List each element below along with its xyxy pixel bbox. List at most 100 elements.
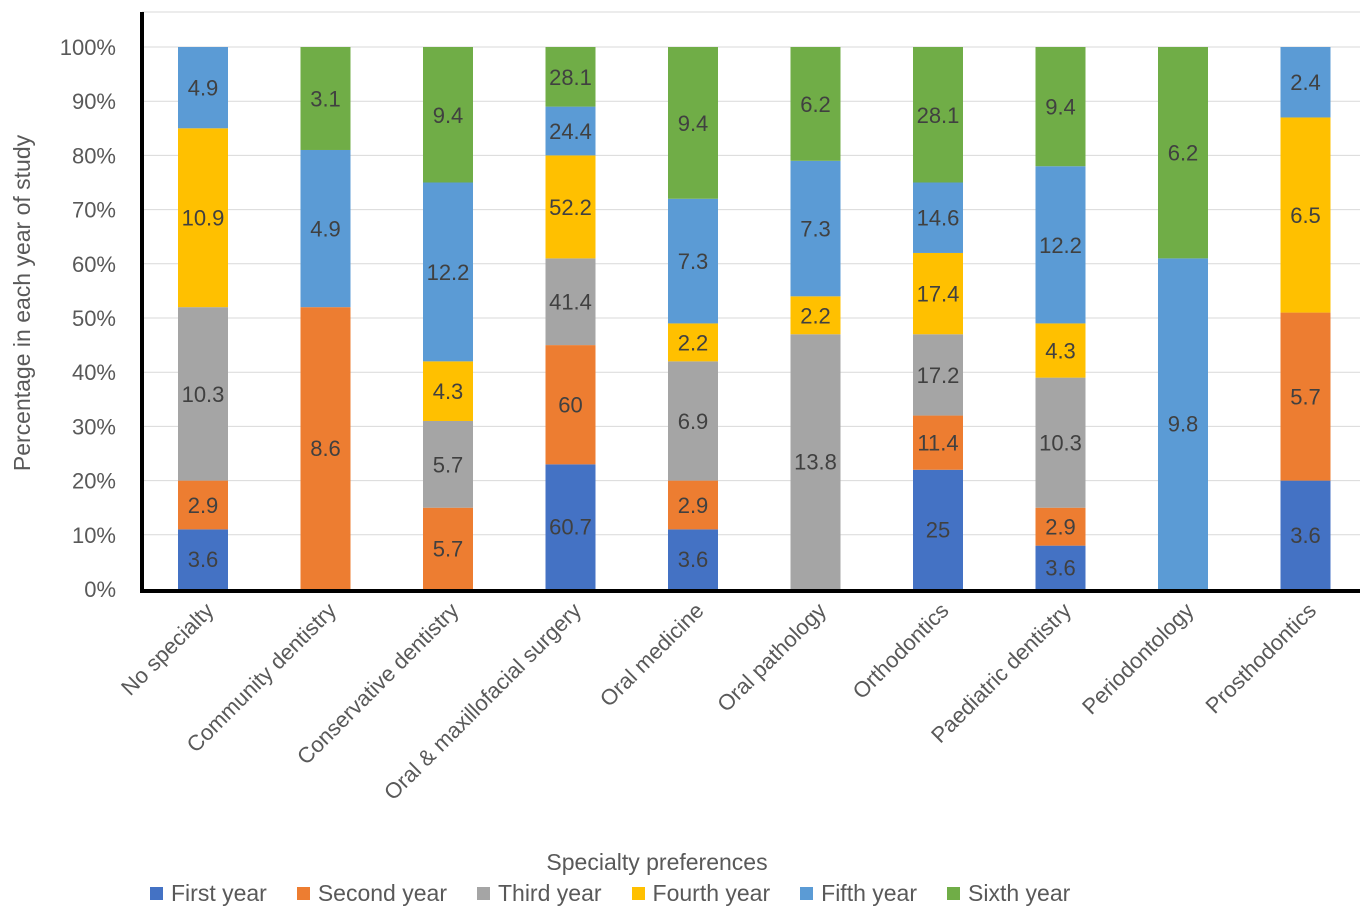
- legend-label: Third year: [497, 880, 602, 906]
- data-label: 6.5: [1290, 203, 1321, 228]
- data-label: 3.6: [1045, 555, 1076, 580]
- legend-label: Fourth year: [652, 880, 771, 906]
- legend-label: Fifth year: [821, 880, 918, 906]
- data-label: 14.6: [917, 206, 960, 231]
- bar-segment: [913, 334, 963, 416]
- data-label: 13.8: [794, 450, 837, 475]
- bar-segment: [545, 345, 596, 465]
- bar-segment: [1280, 117, 1331, 313]
- bar-segment: [178, 128, 228, 308]
- data-label: 2.9: [678, 493, 709, 518]
- data-label: 4.9: [310, 217, 341, 242]
- legend-swatch: [800, 887, 814, 900]
- bar-segment: [1280, 47, 1331, 118]
- data-label: 12.2: [1039, 233, 1082, 258]
- legend-item: Second year: [296, 880, 447, 907]
- data-label: 7.3: [800, 217, 831, 242]
- bar-segment: [668, 480, 718, 530]
- legend-label: Sixth year: [968, 880, 1071, 906]
- data-label: 10.3: [182, 382, 225, 407]
- bar-segment: [668, 47, 718, 199]
- data-label: 9.4: [678, 111, 709, 136]
- y-tick-label: 70%: [72, 198, 116, 223]
- bar-segment: [668, 529, 718, 589]
- bar-segment: [668, 323, 718, 362]
- bar-segment: [1035, 166, 1086, 324]
- y-axis-title: Percentage in each year of study: [9, 134, 35, 471]
- data-label: 5.7: [433, 452, 464, 477]
- bar-segment: [423, 420, 473, 508]
- bar-segment: [545, 258, 596, 346]
- bar-segment: [178, 480, 228, 530]
- data-label: 2.2: [678, 330, 709, 355]
- data-label: 3.1: [310, 86, 341, 111]
- bar-segment: [1035, 545, 1086, 589]
- data-label: 41.4: [549, 290, 592, 315]
- bar-segment: [1280, 480, 1331, 589]
- bar-segment: [913, 469, 963, 589]
- y-tick-label: 40%: [72, 360, 116, 385]
- legend-label: First year: [171, 880, 267, 906]
- data-label: 4.3: [433, 379, 464, 404]
- legend-label: Second year: [317, 880, 447, 906]
- bar-segment: [1035, 323, 1086, 378]
- bar-segment: [913, 47, 963, 183]
- legend-item: First year: [150, 880, 267, 907]
- legend-item: Sixth year: [947, 880, 1070, 907]
- y-tick-label: 30%: [72, 414, 116, 439]
- bar-segment: [423, 361, 473, 421]
- bar-segment: [300, 149, 351, 308]
- bar-segment: [1035, 377, 1086, 508]
- bar-segment: [790, 334, 841, 589]
- data-label: 2.4: [1290, 70, 1321, 95]
- bar-segment: [1158, 47, 1208, 259]
- bar-segment: [423, 182, 473, 362]
- data-label: 52.2: [549, 195, 592, 220]
- data-label: 2.2: [800, 303, 831, 328]
- bars: [178, 47, 1331, 589]
- x-category-label: Oral & maxillofacial surgery: [379, 598, 586, 805]
- x-category-label: Oral medicine: [595, 598, 709, 712]
- data-label: 3.6: [678, 547, 709, 572]
- y-tick-label: 0%: [84, 577, 116, 602]
- y-tick-label: 60%: [72, 252, 116, 277]
- y-tick-label: 80%: [72, 143, 116, 168]
- data-label: 2.9: [188, 493, 219, 518]
- data-label: 60.7: [549, 515, 592, 540]
- y-tick-label: 20%: [72, 469, 116, 494]
- x-category-label: Oral pathology: [712, 598, 831, 717]
- legend-item: Fourth year: [631, 880, 771, 907]
- data-label: 4.9: [188, 76, 219, 101]
- bar-segment: [790, 47, 841, 161]
- legend-item: Fifth year: [800, 880, 917, 907]
- bar-segment: [790, 296, 841, 335]
- y-tick-labels: 0% 10% 20% 30% 40% 50% 60% 70% 80% 90% 100%: [60, 35, 116, 602]
- bar-segment: [668, 198, 718, 324]
- data-label: 25: [926, 517, 950, 542]
- data-label: 3.6: [188, 547, 219, 572]
- data-label: 60: [558, 393, 582, 418]
- legend-item: Third year: [476, 880, 602, 907]
- bar-segment: [790, 160, 841, 297]
- legend-swatch: [631, 887, 645, 900]
- data-label: 4.3: [1045, 339, 1076, 364]
- data-label: 12.2: [427, 260, 470, 285]
- bar-segment: [545, 106, 596, 156]
- bar-segment: [913, 182, 963, 253]
- bar-segment: [1158, 258, 1208, 589]
- data-label: 9.8: [1168, 412, 1199, 437]
- bar-segment: [545, 47, 596, 107]
- y-tick-label: 50%: [72, 306, 116, 331]
- y-tick-label: 90%: [72, 89, 116, 114]
- x-category-label: Prosthodontics: [1200, 598, 1321, 719]
- legend-swatch: [150, 887, 163, 900]
- bar-segment: [423, 507, 473, 589]
- bar-segment: [1035, 47, 1086, 167]
- bar-segment: [668, 361, 718, 481]
- data-label: 10.9: [182, 206, 225, 231]
- bar-segment: [300, 307, 351, 589]
- data-label: 17.2: [917, 363, 960, 388]
- data-label: 6.2: [800, 92, 831, 117]
- bar-segment: [545, 464, 596, 589]
